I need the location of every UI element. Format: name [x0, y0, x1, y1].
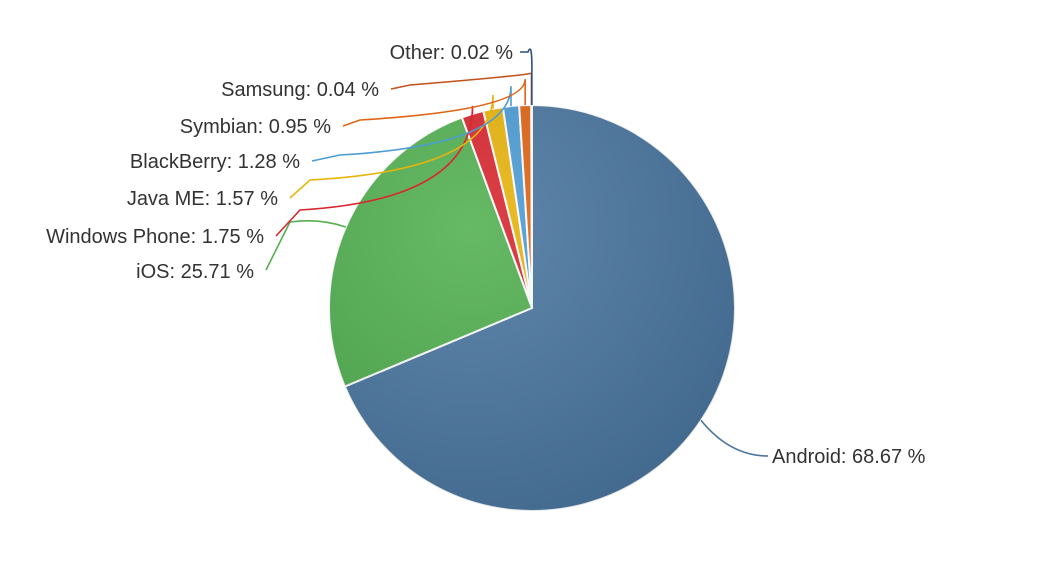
- data-label-windows-phone: Windows Phone: 1.75 %: [46, 226, 264, 248]
- data-label-blackberry: BlackBerry: 1.28 %: [130, 151, 300, 173]
- leader-line-symbian: [342, 79, 526, 127]
- data-label-samsung: Samsung: 0.04 %: [221, 79, 379, 101]
- data-label-android: Android: 68.67 %: [772, 446, 926, 468]
- data-label-symbian: Symbian: 0.95 %: [180, 116, 331, 138]
- leader-line-windows-phone: [275, 105, 474, 237]
- leader-line-other: [520, 48, 533, 105]
- slice-labels: Android: 68.67 % iOS: 25.71 % Windows Phon…: [46, 42, 926, 468]
- pie-slices: [328, 103, 736, 512]
- leader-lines: [265, 48, 769, 457]
- leader-line-ios: [265, 220, 347, 271]
- leader-line-java-me: [289, 94, 494, 199]
- leader-line-android: [700, 419, 769, 457]
- data-label-ios: iOS: 25.71 %: [136, 261, 254, 283]
- leader-line-samsung: [390, 72, 533, 106]
- data-label-java-me: Java ME: 1.57 %: [127, 188, 278, 210]
- leader-line-blackberry: [311, 86, 512, 162]
- data-label-other: Other: 0.02 %: [390, 42, 514, 64]
